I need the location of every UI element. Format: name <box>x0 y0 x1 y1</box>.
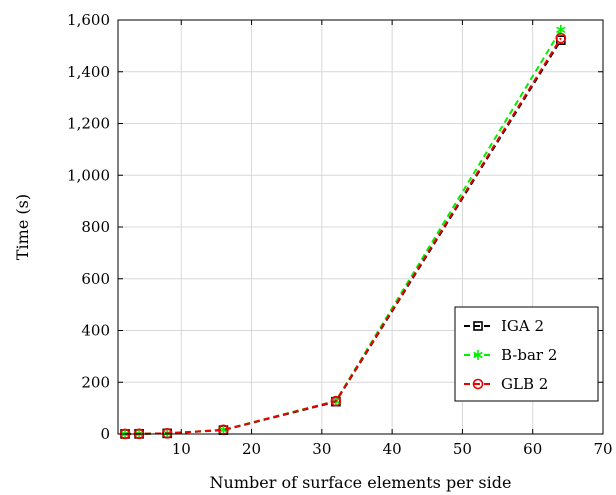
grid <box>118 19 604 435</box>
star-stroke <box>473 351 483 359</box>
x-tick-label: 20 <box>242 440 261 458</box>
y-tick-label: 0 <box>100 425 110 443</box>
legend: IGA 2 B-bar 2 GLB 2 <box>454 306 599 402</box>
x-tick-label: 40 <box>383 440 402 458</box>
x-tick-label: 10 <box>172 440 191 458</box>
legend-marker <box>473 321 483 331</box>
data-point <box>555 32 567 44</box>
star-stroke <box>218 426 229 434</box>
legend-item: GLB 2 <box>464 375 548 393</box>
x-axis-label: Number of surface elements per side <box>210 473 512 492</box>
axis-ticks: 10 20 30 40 50 60 70 0 200 400 600 800 1,000 1,200 1,4… <box>67 11 613 458</box>
y-tick-label: 600 <box>81 270 110 288</box>
legend-label: IGA 2 <box>501 317 544 335</box>
x-tick-label: 70 <box>593 440 612 458</box>
y-tick-label: 800 <box>81 218 110 236</box>
y-tick-label: 1,400 <box>67 63 110 81</box>
legend-marker <box>472 378 484 390</box>
legend-item: B-bar 2 <box>464 346 557 364</box>
legend-label: GLB 2 <box>501 375 548 393</box>
y-tick-label: 1,200 <box>67 115 110 133</box>
data-point <box>161 428 173 439</box>
y-tick-label: 1,600 <box>67 11 110 29</box>
x-tick-label: 50 <box>453 440 472 458</box>
legend-label: B-bar 2 <box>501 346 557 364</box>
y-tick-label: 200 <box>81 373 110 391</box>
legend-item: IGA 2 <box>464 317 544 335</box>
legend-marker <box>473 350 483 360</box>
x-tick-label: 60 <box>523 440 542 458</box>
y-axis-label: Time (s) <box>13 194 32 260</box>
x-tick-label: 30 <box>312 440 331 458</box>
y-tick-label: 400 <box>81 322 110 340</box>
star-stroke <box>556 26 566 34</box>
y-tick-label: 1,000 <box>67 166 110 184</box>
data-point <box>330 395 342 407</box>
